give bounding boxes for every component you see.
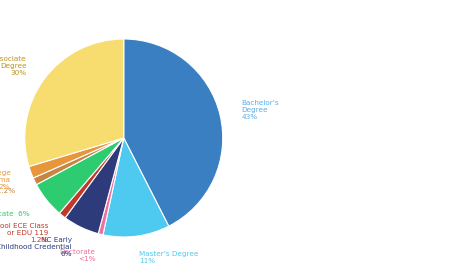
Text: Community College
Diploma
2%: Community College Diploma 2% [0, 170, 10, 190]
Text: Doctorate
<1%: Doctorate <1% [59, 249, 95, 262]
Wedge shape [103, 138, 169, 237]
Text: NC Early
Childhood Credential
6%: NC Early Childhood Credential 6% [0, 237, 72, 257]
Text: Certificate  6%: Certificate 6% [0, 211, 30, 217]
Wedge shape [59, 138, 124, 218]
Wedge shape [65, 138, 124, 234]
Text: Bachelor's
Degree
43%: Bachelor's Degree 43% [241, 100, 279, 120]
Text: Master's Degree
11%: Master's Degree 11% [140, 251, 199, 264]
Text: High School ECE Class
or EDU 119
1.2%: High School ECE Class or EDU 119 1.2% [0, 223, 49, 243]
Wedge shape [36, 138, 124, 213]
Wedge shape [25, 39, 124, 166]
Wedge shape [98, 138, 124, 235]
Text: CDA 1.2%: CDA 1.2% [0, 188, 15, 194]
Text: Associate
Degree
30%: Associate Degree 30% [0, 56, 27, 76]
Wedge shape [33, 138, 124, 185]
Wedge shape [124, 39, 223, 226]
Wedge shape [29, 138, 124, 178]
